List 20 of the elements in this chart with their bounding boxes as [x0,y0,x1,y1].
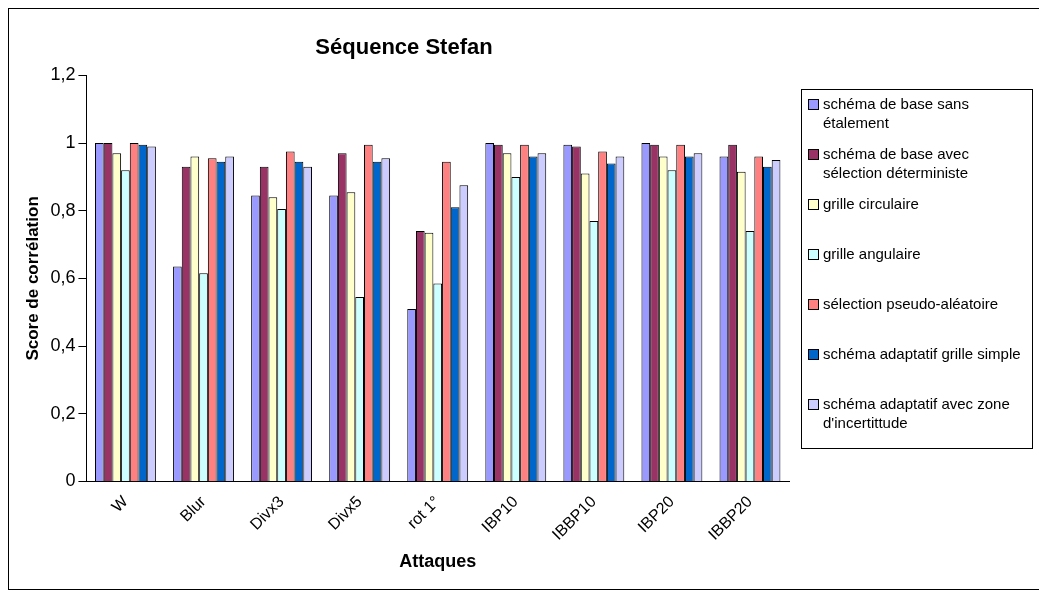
x-axis-title: Attaques [399,551,477,572]
y-tick-label: 1 [65,132,76,153]
y-tick-label: 0,8 [50,199,76,220]
legend-label: schéma adaptatif avec zone d'incertittude [823,394,1011,432]
x-tick-label: rot 1° [403,492,443,532]
x-tick-label: Blur [176,491,210,525]
x-tick-label: W [107,491,132,516]
y-tick-label: 1,2 [50,64,76,85]
legend-label: grille angulaire [823,244,921,263]
legend-label: schéma adaptatif grille simple [823,344,1021,363]
y-axis-title: Score de corrélation [22,196,42,361]
y-tick-label: 0,4 [50,335,76,356]
y-tick-label: 0,2 [50,402,76,423]
y-tick-label: 0,6 [50,267,76,288]
legend-label: sélection pseudo-aléatoire [823,294,999,313]
legend-label: schéma de base avec sélection déterministe [823,144,970,182]
legend-label: schéma de base sans étalement [823,94,970,132]
legend-label: grille circulaire [823,194,919,213]
chart-title: Séquence Stefan [315,34,493,60]
y-tick-label: 0 [65,470,76,491]
